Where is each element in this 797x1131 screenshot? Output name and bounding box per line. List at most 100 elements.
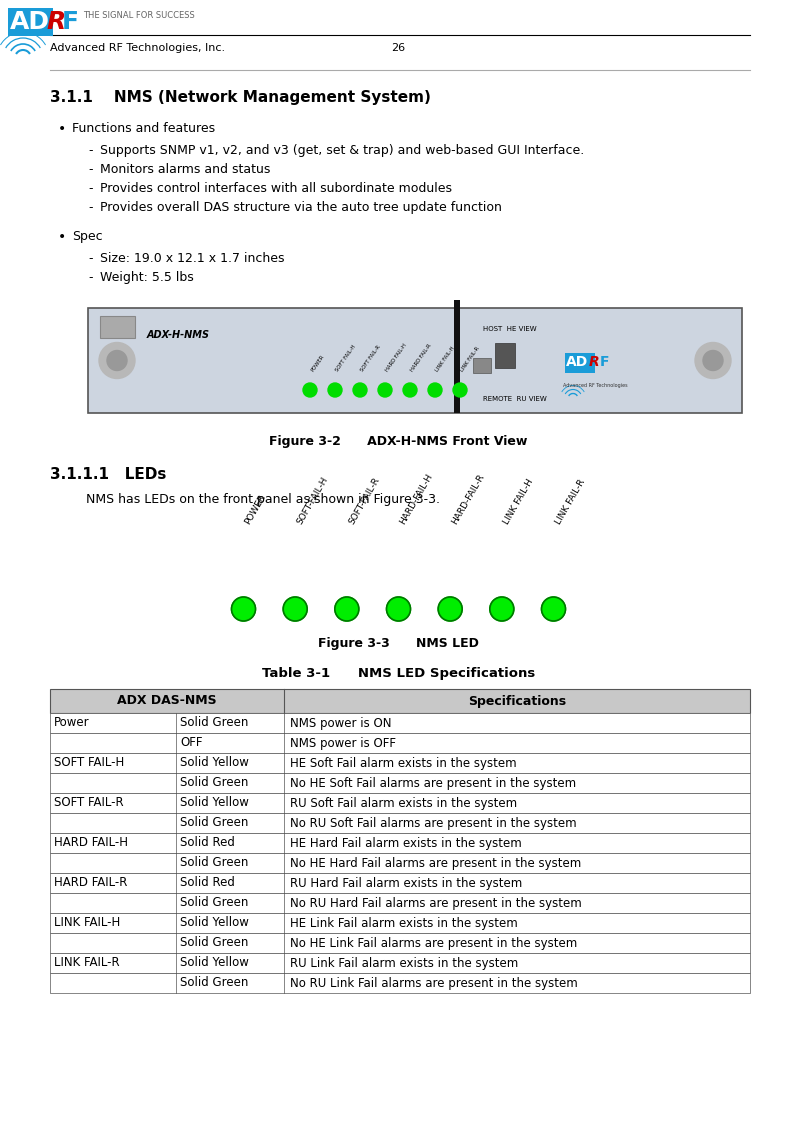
- Circle shape: [438, 597, 462, 621]
- Circle shape: [335, 597, 359, 621]
- Bar: [454, 300, 460, 413]
- Text: SOFT FAIL-R: SOFT FAIL-R: [360, 345, 382, 373]
- Text: HOST  HE VIEW: HOST HE VIEW: [483, 326, 536, 333]
- Text: F: F: [600, 355, 610, 370]
- Circle shape: [99, 343, 135, 379]
- Text: Specifications: Specifications: [468, 694, 566, 708]
- Text: HARD FAIL-H: HARD FAIL-H: [54, 837, 128, 849]
- Text: No HE Link Fail alarms are present in the system: No HE Link Fail alarms are present in th…: [290, 936, 577, 950]
- Text: Figure 3-2      ADX-H-NMS Front View: Figure 3-2 ADX-H-NMS Front View: [269, 435, 528, 448]
- Text: F: F: [62, 10, 79, 34]
- Text: -: -: [88, 144, 92, 157]
- Text: SOFT-FAIL-H: SOFT-FAIL-H: [295, 475, 330, 526]
- Bar: [50, 853, 750, 873]
- Text: No HE Hard Fail alarms are present in the system: No HE Hard Fail alarms are present in th…: [290, 856, 581, 870]
- Text: No HE Soft Fail alarms are present in the system: No HE Soft Fail alarms are present in th…: [290, 777, 576, 789]
- Text: 3.1.1    NMS (Network Management System): 3.1.1 NMS (Network Management System): [50, 90, 431, 105]
- Text: Solid Green: Solid Green: [180, 976, 249, 990]
- Circle shape: [328, 383, 342, 397]
- Text: AD: AD: [10, 10, 50, 34]
- Circle shape: [378, 383, 392, 397]
- Bar: [88, 308, 742, 413]
- Text: Solid Yellow: Solid Yellow: [180, 796, 249, 810]
- Bar: [50, 753, 750, 772]
- Text: SOFT FAIL-H: SOFT FAIL-H: [54, 757, 124, 769]
- Text: RU Soft Fail alarm exists in the system: RU Soft Fail alarm exists in the system: [290, 796, 517, 810]
- Circle shape: [231, 597, 256, 621]
- Text: -: -: [88, 163, 92, 176]
- Text: REMOTE  RU VIEW: REMOTE RU VIEW: [483, 396, 547, 402]
- Text: Functions and features: Functions and features: [72, 122, 215, 135]
- Text: Spec: Spec: [72, 230, 103, 243]
- Text: 3.1.1.1   LEDs: 3.1.1.1 LEDs: [50, 467, 167, 482]
- Bar: [50, 913, 750, 933]
- Text: Table 3-1      NMS LED Specifications: Table 3-1 NMS LED Specifications: [262, 667, 535, 680]
- Bar: [50, 893, 750, 913]
- Bar: [50, 713, 750, 733]
- Text: 26: 26: [391, 43, 406, 53]
- Text: LINK FAIL-R: LINK FAIL-R: [460, 346, 481, 373]
- Text: Solid Yellow: Solid Yellow: [180, 757, 249, 769]
- Text: Solid Red: Solid Red: [180, 837, 235, 849]
- Bar: [565, 353, 595, 372]
- Text: -: -: [88, 271, 92, 284]
- Circle shape: [490, 597, 514, 621]
- Circle shape: [353, 383, 367, 397]
- Text: Figure 3-3      NMS LED: Figure 3-3 NMS LED: [318, 637, 479, 650]
- Text: RU Hard Fail alarm exists in the system: RU Hard Fail alarm exists in the system: [290, 877, 522, 889]
- Text: Advanced RF Technologies: Advanced RF Technologies: [563, 382, 627, 388]
- Text: Solid Green: Solid Green: [180, 777, 249, 789]
- Text: LINK FAIL-R: LINK FAIL-R: [553, 477, 587, 526]
- Text: HE Hard Fail alarm exists in the system: HE Hard Fail alarm exists in the system: [290, 837, 522, 849]
- Text: HARD FAIL-H: HARD FAIL-H: [385, 343, 408, 373]
- Text: -: -: [88, 252, 92, 265]
- Circle shape: [428, 383, 442, 397]
- Text: Supports SNMP v1, v2, and v3 (get, set & trap) and web-based GUI Interface.: Supports SNMP v1, v2, and v3 (get, set &…: [100, 144, 584, 157]
- Bar: [50, 834, 750, 853]
- Text: NMS power is OFF: NMS power is OFF: [290, 736, 396, 750]
- Circle shape: [303, 383, 317, 397]
- Text: Monitors alarms and status: Monitors alarms and status: [100, 163, 270, 176]
- Bar: [473, 359, 491, 373]
- Text: -: -: [88, 201, 92, 214]
- Bar: [100, 316, 135, 338]
- Text: -: -: [88, 182, 92, 195]
- Text: Solid Green: Solid Green: [180, 817, 249, 829]
- Text: SOFT FAIL-H: SOFT FAIL-H: [335, 345, 357, 373]
- Text: SOFT-FAIL-R: SOFT-FAIL-R: [347, 476, 381, 526]
- Bar: [50, 953, 750, 973]
- Text: Solid Green: Solid Green: [180, 897, 249, 909]
- Text: R: R: [589, 355, 599, 370]
- Text: LINK FAIL-H: LINK FAIL-H: [435, 346, 456, 373]
- Circle shape: [283, 597, 307, 621]
- Text: Solid Green: Solid Green: [180, 936, 249, 950]
- Circle shape: [403, 383, 417, 397]
- Text: Provides overall DAS structure via the auto tree update function: Provides overall DAS structure via the a…: [100, 201, 502, 214]
- Text: RU Link Fail alarm exists in the system: RU Link Fail alarm exists in the system: [290, 957, 518, 969]
- Text: Weight: 5.5 lbs: Weight: 5.5 lbs: [100, 271, 194, 284]
- Text: Solid Yellow: Solid Yellow: [180, 916, 249, 930]
- Text: LINK FAIL-H: LINK FAIL-H: [502, 477, 535, 526]
- Text: HARD FAIL-R: HARD FAIL-R: [410, 344, 433, 373]
- Bar: [495, 343, 515, 368]
- Bar: [50, 933, 750, 953]
- Text: HE Soft Fail alarm exists in the system: HE Soft Fail alarm exists in the system: [290, 757, 516, 769]
- Text: Advanced RF Technologies, Inc.: Advanced RF Technologies, Inc.: [50, 43, 225, 53]
- Text: ADX DAS-NMS: ADX DAS-NMS: [117, 694, 217, 708]
- Text: OFF: OFF: [180, 736, 202, 750]
- Text: No RU Hard Fail alarms are present in the system: No RU Hard Fail alarms are present in th…: [290, 897, 582, 909]
- Text: Solid Yellow: Solid Yellow: [180, 957, 249, 969]
- Text: POWER: POWER: [310, 354, 325, 373]
- Text: •: •: [58, 230, 66, 244]
- Bar: [50, 772, 750, 793]
- Text: ADX-H-NMS: ADX-H-NMS: [147, 330, 210, 340]
- Text: LINK FAIL-H: LINK FAIL-H: [54, 916, 120, 930]
- Text: No RU Link Fail alarms are present in the system: No RU Link Fail alarms are present in th…: [290, 976, 578, 990]
- Text: LINK FAIL-R: LINK FAIL-R: [54, 957, 120, 969]
- Bar: [50, 689, 750, 713]
- Circle shape: [541, 597, 566, 621]
- Text: Size: 19.0 x 12.1 x 1.7 inches: Size: 19.0 x 12.1 x 1.7 inches: [100, 252, 285, 265]
- Text: NMS has LEDs on the front panel as shown in Figure 3-3.: NMS has LEDs on the front panel as shown…: [86, 493, 440, 506]
- Text: POWER: POWER: [244, 493, 268, 526]
- Text: R: R: [46, 10, 65, 34]
